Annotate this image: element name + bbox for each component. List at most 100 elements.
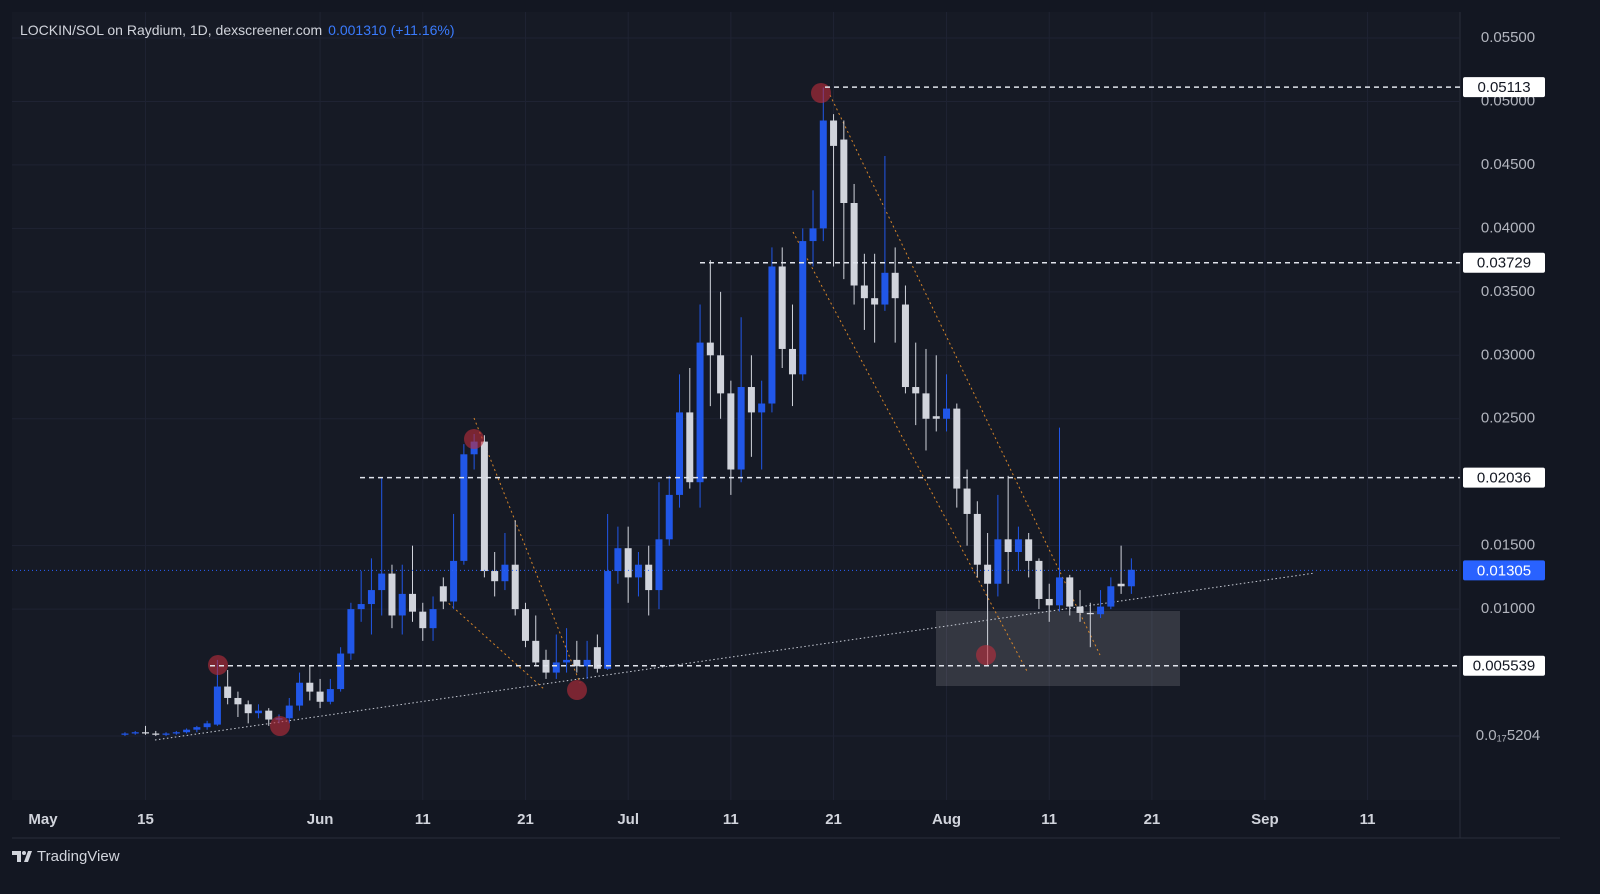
- candle-body: [183, 729, 191, 733]
- candle-body: [378, 573, 386, 591]
- candle-body: [203, 723, 211, 728]
- candle-body: [460, 454, 468, 561]
- candle-body: [891, 272, 899, 299]
- last-value: 0.001310: [328, 22, 387, 38]
- candle-body: [871, 298, 879, 305]
- candle-body: [419, 611, 427, 629]
- x-tick-label: 21: [1144, 811, 1161, 828]
- candle-body: [1066, 577, 1074, 607]
- grid: [12, 12, 1460, 800]
- candles: [121, 87, 1135, 737]
- candle-body: [213, 686, 221, 725]
- candle-body: [367, 590, 375, 605]
- price-label: 0.005539: [1473, 658, 1536, 675]
- price-label-box: [1463, 77, 1545, 98]
- candle-body: [860, 285, 868, 299]
- candle-body: [850, 203, 858, 286]
- candle-body: [1035, 560, 1043, 599]
- candle-body: [172, 732, 180, 734]
- pivot-marker: [464, 429, 484, 449]
- symbol-title: LOCKIN/SOL on Raydium, 1D, dexscreener.c…: [20, 22, 322, 38]
- x-tick-label: 21: [517, 811, 534, 828]
- candle-body: [388, 573, 396, 616]
- x-tick-label: 11: [415, 811, 431, 828]
- y-tick-label: 0.01500: [1481, 537, 1535, 554]
- candle-body: [686, 412, 694, 483]
- plot-area: [12, 12, 1460, 800]
- x-tick-label: Aug: [932, 811, 961, 828]
- candle-body: [963, 488, 971, 514]
- y-tick-label: 0.01000: [1481, 600, 1535, 617]
- candle-body: [737, 387, 745, 470]
- candle-body: [973, 513, 981, 565]
- candle-body: [912, 387, 920, 394]
- candle-body: [624, 548, 632, 578]
- candle-body: [778, 266, 786, 349]
- candle-body: [296, 682, 304, 706]
- last-price-box: [1463, 560, 1545, 581]
- y-tick-label: 0.02500: [1481, 410, 1535, 427]
- price-label: 0.05113: [1477, 79, 1530, 96]
- candle-body: [152, 733, 160, 735]
- candle-body: [994, 539, 1002, 584]
- y-tick-label: 0.03500: [1481, 283, 1535, 300]
- candle-body: [573, 659, 581, 667]
- candle-body: [727, 393, 735, 470]
- candle-body: [953, 408, 961, 489]
- candle-body: [521, 609, 529, 641]
- candle-body: [398, 593, 406, 616]
- candle-body: [830, 120, 838, 146]
- candle-body: [1055, 577, 1063, 606]
- logo-dot: [22, 851, 26, 855]
- candle-body: [717, 355, 725, 394]
- candle-body: [326, 689, 334, 702]
- candle-body: [583, 659, 591, 667]
- pivot-marker: [567, 680, 587, 700]
- candle-body: [1014, 539, 1022, 553]
- x-tick-label: 11: [1041, 811, 1057, 828]
- candle-body: [1045, 598, 1053, 606]
- candle-body: [224, 686, 232, 698]
- candle-body: [593, 647, 601, 669]
- candle-body: [480, 441, 488, 572]
- candle-body: [285, 705, 293, 719]
- candle-body: [552, 662, 560, 673]
- candle-body: [193, 727, 201, 730]
- x-tick-label: 11: [1360, 811, 1376, 828]
- candle-body: [1097, 606, 1105, 615]
- y-tick-label: 0.04000: [1481, 219, 1535, 236]
- candle-body: [439, 586, 447, 602]
- candle-body: [162, 733, 170, 735]
- support-line: [154, 572, 1316, 741]
- logo: [12, 851, 32, 862]
- x-tick-label: May: [28, 811, 58, 828]
- highlight-box: [936, 611, 1180, 686]
- price-label: 0.03729: [1477, 255, 1531, 272]
- candle-body: [265, 710, 273, 720]
- candle-body: [1117, 583, 1125, 587]
- candle-body: [655, 539, 663, 591]
- candle-body: [665, 494, 673, 540]
- candle-body: [244, 704, 252, 714]
- labels: 0.0₁₇5204 0.01000 0.01500 0.02500 0.03000 0.0…: [12, 29, 1545, 828]
- candle-body: [1004, 539, 1012, 553]
- price-label-box: [1463, 467, 1545, 488]
- candle-body: [142, 732, 150, 734]
- brand: TradingView: [37, 848, 120, 865]
- change: (+11.16%): [391, 22, 455, 38]
- candle-body: [1086, 612, 1094, 615]
- x-tick-label: Sep: [1251, 811, 1279, 828]
- candle-body: [1107, 586, 1115, 607]
- candle-body: [676, 412, 684, 495]
- candle-body: [634, 564, 642, 578]
- x-tick-label: 21: [825, 811, 842, 828]
- candle-body: [306, 682, 314, 692]
- candle-body: [758, 403, 766, 413]
- candle-body: [604, 571, 612, 669]
- candle-body: [901, 304, 909, 388]
- candle-body: [809, 228, 817, 242]
- price-label-box: [1463, 655, 1545, 676]
- candle-body: [645, 564, 653, 591]
